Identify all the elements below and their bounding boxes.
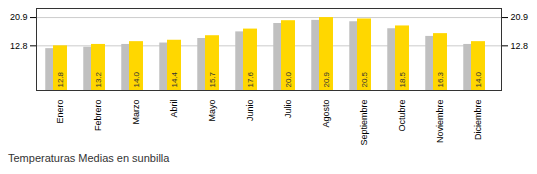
- svg-text:Marzo: Marzo: [131, 100, 141, 125]
- svg-text:14.4: 14.4: [170, 71, 179, 87]
- svg-text:12.8: 12.8: [56, 71, 65, 87]
- svg-text:Octubre: Octubre: [397, 100, 407, 132]
- svg-text:Diciembre: Diciembre: [473, 100, 483, 141]
- svg-text:14.0: 14.0: [474, 71, 483, 87]
- svg-text:12.8: 12.8: [511, 41, 529, 51]
- svg-text:Septiembre: Septiembre: [359, 100, 369, 146]
- svg-text:14.0: 14.0: [132, 71, 141, 87]
- svg-text:20.9: 20.9: [322, 71, 331, 87]
- svg-text:20.5: 20.5: [360, 71, 369, 87]
- svg-text:Junio: Junio: [245, 100, 255, 122]
- svg-text:Mayo: Mayo: [207, 100, 217, 122]
- svg-text:15.7: 15.7: [208, 71, 217, 87]
- svg-text:Febrero: Febrero: [93, 100, 103, 132]
- svg-text:20.9: 20.9: [511, 12, 529, 22]
- svg-text:Noviembre: Noviembre: [435, 100, 445, 144]
- svg-text:Abril: Abril: [169, 100, 179, 118]
- svg-text:16.3: 16.3: [436, 71, 445, 87]
- svg-text:20.9: 20.9: [10, 12, 28, 22]
- svg-text:20.0: 20.0: [284, 71, 293, 87]
- svg-text:Agosto: Agosto: [321, 100, 331, 128]
- svg-text:Julio: Julio: [283, 100, 293, 119]
- svg-text:17.6: 17.6: [246, 71, 255, 87]
- svg-text:Enero: Enero: [55, 100, 65, 124]
- svg-text:18.5: 18.5: [398, 71, 407, 87]
- svg-text:12.8: 12.8: [10, 41, 28, 51]
- html-text:Temperaturas Medias en sunbill: Temperaturas Medias en sunbilla: [8, 152, 170, 164]
- svg-text:13.2: 13.2: [94, 71, 103, 87]
